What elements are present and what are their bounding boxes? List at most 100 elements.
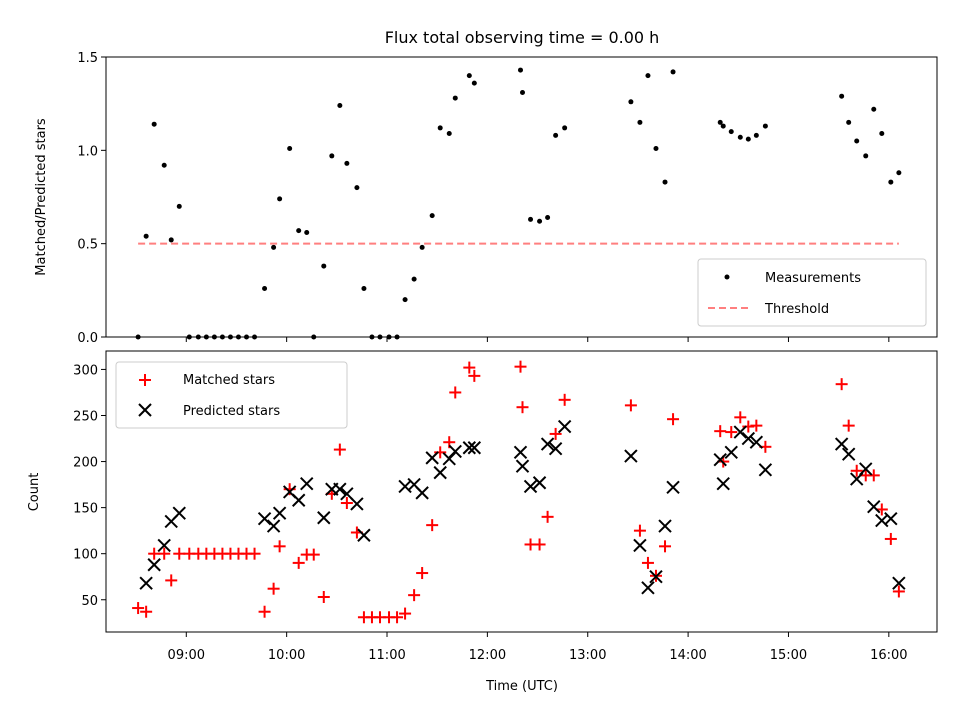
predicted-stars-point	[741, 431, 756, 446]
predicted-stars-point	[658, 519, 672, 533]
matched-stars-point	[165, 574, 178, 587]
ratio-panel: Flux total observing time = 0.00 h Match…	[34, 28, 938, 346]
measurement-point	[896, 170, 902, 176]
predicted-stars-point	[523, 479, 538, 494]
matched-stars-point	[273, 540, 286, 553]
measurement-point	[466, 73, 472, 79]
measurement-point	[517, 67, 523, 73]
matched-stars-point	[835, 378, 848, 391]
measurement-point	[168, 237, 174, 243]
matched-stars-point	[734, 411, 747, 424]
predicted-stars-point	[317, 511, 331, 525]
x-tick-label: 11:00	[368, 648, 405, 663]
bottom-legend-box	[115, 361, 348, 429]
matched-stars-point	[633, 524, 646, 537]
matched-stars-point	[558, 393, 571, 406]
matched-stars-point	[132, 602, 145, 615]
predicted-stars-point	[172, 506, 186, 520]
x-tick-label: 15:00	[770, 648, 807, 663]
matched-stars-point	[158, 547, 171, 560]
x-axis-label: Time (UTC)	[485, 679, 558, 694]
predicted-stars-point	[859, 462, 873, 476]
top-y-axis-label: Matched/Predicted stars	[34, 118, 49, 276]
predicted-stars-point	[641, 581, 655, 595]
matched-stars-point	[541, 510, 554, 523]
measurement-point	[271, 244, 277, 250]
legend-matched-label: Matched stars	[183, 373, 275, 388]
predicted-stars-point	[624, 449, 638, 463]
measurement-point	[446, 131, 452, 137]
x-tick-label: 09:00	[168, 648, 205, 663]
predicted-stars-point	[649, 570, 663, 584]
measurement-point	[321, 263, 327, 269]
matched-stars-point	[725, 426, 738, 439]
measurement-point	[720, 123, 726, 129]
measurement-point	[361, 285, 367, 291]
measurement-point	[854, 138, 860, 144]
predicted-stars-point	[548, 441, 563, 456]
matched-stars-point	[514, 360, 527, 373]
predicted-stars-point	[532, 476, 547, 490]
y-tick-label: 200	[73, 456, 98, 471]
legend-measurements-label: Measurements	[765, 271, 861, 286]
bottom-y-axis: 50 100 150 200 250 300	[73, 363, 106, 609]
predicted-stars-point	[147, 558, 161, 572]
measurement-point	[528, 216, 534, 222]
predicted-stars-point	[540, 437, 555, 451]
predicted-stars-point	[884, 511, 898, 526]
measurement-point	[839, 93, 845, 99]
measurement-point	[670, 69, 676, 75]
y-tick-label: 300	[73, 363, 98, 378]
predicted-stars-point	[300, 476, 314, 491]
matched-stars-point	[307, 548, 320, 561]
predicted-stars-point	[841, 447, 856, 461]
predicted-stars-point	[716, 476, 730, 491]
measurement-point	[304, 229, 310, 235]
matched-stars-point	[850, 464, 863, 477]
measurement-point	[354, 185, 360, 191]
measurement-point	[753, 132, 759, 138]
legend-threshold-label: Threshold	[764, 302, 829, 317]
matched-stars-point	[140, 605, 153, 618]
measurement-point	[645, 73, 651, 79]
measurement-point	[411, 276, 417, 282]
measurement-point	[762, 123, 768, 129]
predicted-stars-point	[139, 576, 153, 590]
measurement-point	[846, 119, 852, 125]
predicted-stars-point	[758, 463, 773, 477]
measurement-point	[329, 153, 335, 159]
measurement-point	[662, 179, 668, 185]
measurement-point	[452, 95, 458, 101]
matched-stars-point	[842, 419, 855, 432]
measurement-point	[888, 179, 894, 185]
predicted-stars-point	[350, 497, 364, 511]
measurement-point	[176, 203, 182, 209]
matched-stars-point	[867, 469, 880, 482]
predicted-stars-point	[340, 487, 354, 501]
matched-stars-point	[258, 605, 271, 618]
matched-stars-point	[641, 556, 654, 569]
matched-stars-point	[267, 582, 280, 595]
matched-stars-point	[148, 547, 161, 560]
predicted-stars-point	[724, 445, 738, 460]
bottom-axes-frame	[105, 350, 938, 633]
predicted-stars-point	[867, 499, 881, 514]
matched-stars-point	[399, 607, 412, 620]
matched-stars-point	[667, 413, 680, 426]
top-axes-frame	[105, 56, 938, 338]
top-x-axis	[185, 337, 890, 342]
predicted-stars-point	[266, 519, 281, 533]
predicted-stars-point	[557, 419, 572, 434]
matched-stars-point	[714, 425, 727, 438]
matched-stars-point	[173, 547, 186, 560]
measurement-point	[277, 196, 283, 202]
predicted-stars-point	[425, 451, 439, 465]
measurement-point	[863, 153, 869, 159]
measurement-point	[471, 80, 477, 86]
predicted-stars-point	[157, 538, 171, 553]
matched-stars-point	[549, 427, 562, 440]
measurement-point	[437, 125, 443, 131]
measurement-point	[262, 285, 268, 291]
predicted-stars-point	[257, 511, 272, 526]
